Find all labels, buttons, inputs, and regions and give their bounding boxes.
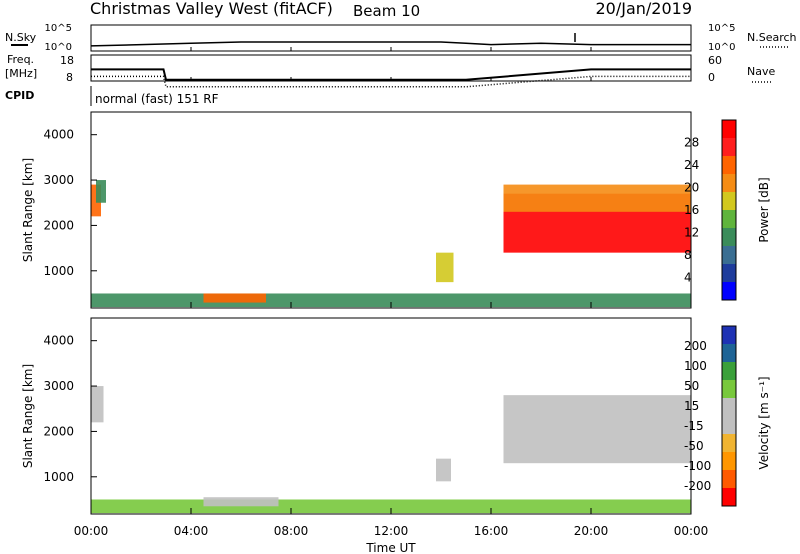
scatter-region-3 [436, 458, 451, 482]
velocity-y-ticks: 1000 2000 3000 4000 [43, 334, 97, 484]
velocity-heatmap-panel [91, 386, 691, 514]
freq-tick-left-low: 8 [66, 71, 73, 84]
x-tick-label: 16:00 [474, 524, 509, 538]
x-tick-label: 00:00 [674, 524, 709, 538]
date-label: 20/Jan/2019 [595, 0, 692, 18]
colorbar-segment [722, 174, 736, 193]
colorbar-segment [722, 282, 736, 301]
colorbar-segment [722, 434, 736, 453]
colorbar-tick-label: 100 [684, 359, 707, 373]
freq-label-line2: [MHz] [5, 67, 37, 80]
colorbar-segment [722, 192, 736, 211]
velocity-colorbar-label: Velocity [m s⁻¹] [757, 376, 771, 469]
colorbar-tick-label: -200 [684, 479, 711, 493]
colorbar-tick-label: 8 [684, 248, 692, 262]
y-tick-label: 3000 [43, 379, 74, 393]
colorbar-segment [722, 362, 736, 381]
scatter-region-6 [503, 184, 691, 212]
x-tick-label: 08:00 [274, 524, 309, 538]
colorbar-tick-label: 16 [684, 203, 699, 217]
colorbar-tick-label: -15 [684, 419, 704, 433]
colorbar-segment [722, 452, 736, 471]
scatter-region-3 [203, 293, 266, 303]
freq-tick-left-high: 18 [60, 54, 74, 67]
x-tick-label: 20:00 [574, 524, 609, 538]
colorbar-segment [722, 156, 736, 175]
scatter-region-4 [436, 252, 454, 283]
y-tick-label: 1000 [43, 264, 74, 278]
scatter-region-4 [503, 395, 691, 464]
colorbar-frame [721, 119, 737, 301]
colorbar-segment [722, 210, 736, 229]
nsky-label: N.Sky [5, 31, 37, 44]
colorbar-segment [722, 488, 736, 507]
colorbar-segment [722, 228, 736, 247]
nsearch-label: N.Search [747, 31, 797, 44]
power-colorbar: 28 24 20 16 12 8 4 [684, 119, 737, 301]
scatter-region-2 [203, 497, 279, 507]
colorbar-tick-label: 12 [684, 226, 699, 240]
scatter-region-1 [96, 180, 106, 203]
noise-tick-right-low: 10^0 [708, 42, 735, 53]
beam-label: Beam 10 [353, 2, 420, 20]
colorbar-tick-label: -50 [684, 439, 704, 453]
noise-tick-left-high: 10^5 [45, 23, 72, 34]
colorbar-tick-label: 4 [684, 271, 692, 285]
freq-tick-right-low: 0 [708, 71, 715, 84]
colorbar-segment [722, 138, 736, 157]
y-tick-label: 2000 [43, 218, 74, 232]
y-tick-label: 1000 [43, 470, 74, 484]
cpid-label: CPID [5, 89, 34, 102]
colorbar-segment [722, 264, 736, 283]
colorbar-tick-label: -100 [684, 459, 711, 473]
noise-sky-line [90, 41, 691, 47]
noise-tick-right-high: 10^5 [708, 23, 735, 34]
power-heatmap-panel [91, 180, 691, 308]
colorbar-tick-label: 24 [684, 158, 699, 172]
colorbar-tick-label: 50 [684, 379, 699, 393]
colorbar-segment [722, 120, 736, 139]
velocity-colorbar: 200 100 50 15 -15 -50 -100 -200 [684, 325, 737, 507]
x-tick-label: 00:00 [74, 524, 109, 538]
mode-text: normal (fast) 151 RF [95, 92, 219, 106]
power-colorbar-label: Power [dB] [757, 177, 771, 242]
colorbar-tick-label: 20 [684, 181, 699, 195]
power-ylabel: Slant Range [km] [21, 158, 35, 262]
colorbar-segment [722, 344, 736, 363]
power-y-ticks: 1000 2000 3000 4000 [43, 128, 97, 278]
station-title: Christmas Valley West (fitACF) [90, 0, 333, 18]
y-tick-label: 4000 [43, 334, 74, 348]
colorbar-segment [722, 326, 736, 345]
freq-tick-right-high: 60 [708, 54, 722, 67]
colorbar-segment [722, 470, 736, 489]
nave-label: Nave [747, 65, 775, 78]
y-tick-label: 4000 [43, 128, 74, 142]
noise-tick-left-low: 10^0 [45, 42, 72, 53]
x-tick-label: 12:00 [374, 524, 409, 538]
colorbar-segment [722, 380, 736, 399]
x-tick-label: 04:00 [174, 524, 209, 538]
colorbar-tick-label: 200 [684, 339, 707, 353]
colorbar-segment [722, 246, 736, 265]
velocity-ylabel: Slant Range [km] [21, 364, 35, 468]
colorbar-segment [722, 398, 736, 417]
colorbar-segment [722, 416, 736, 435]
colorbar-tick-label: 15 [684, 399, 699, 413]
time-axis-label: Time UT [365, 541, 416, 554]
scatter-region-0 [91, 386, 104, 423]
freq-label-line1: Freq. [7, 53, 34, 66]
colorbar-frame [721, 325, 737, 507]
colorbar-tick-label: 28 [684, 136, 699, 150]
time-axis-ticks: 00:00 04:00 08:00 12:00 16:00 20:00 00:00 [74, 47, 709, 538]
y-tick-label: 3000 [43, 173, 74, 187]
y-tick-label: 2000 [43, 424, 74, 438]
